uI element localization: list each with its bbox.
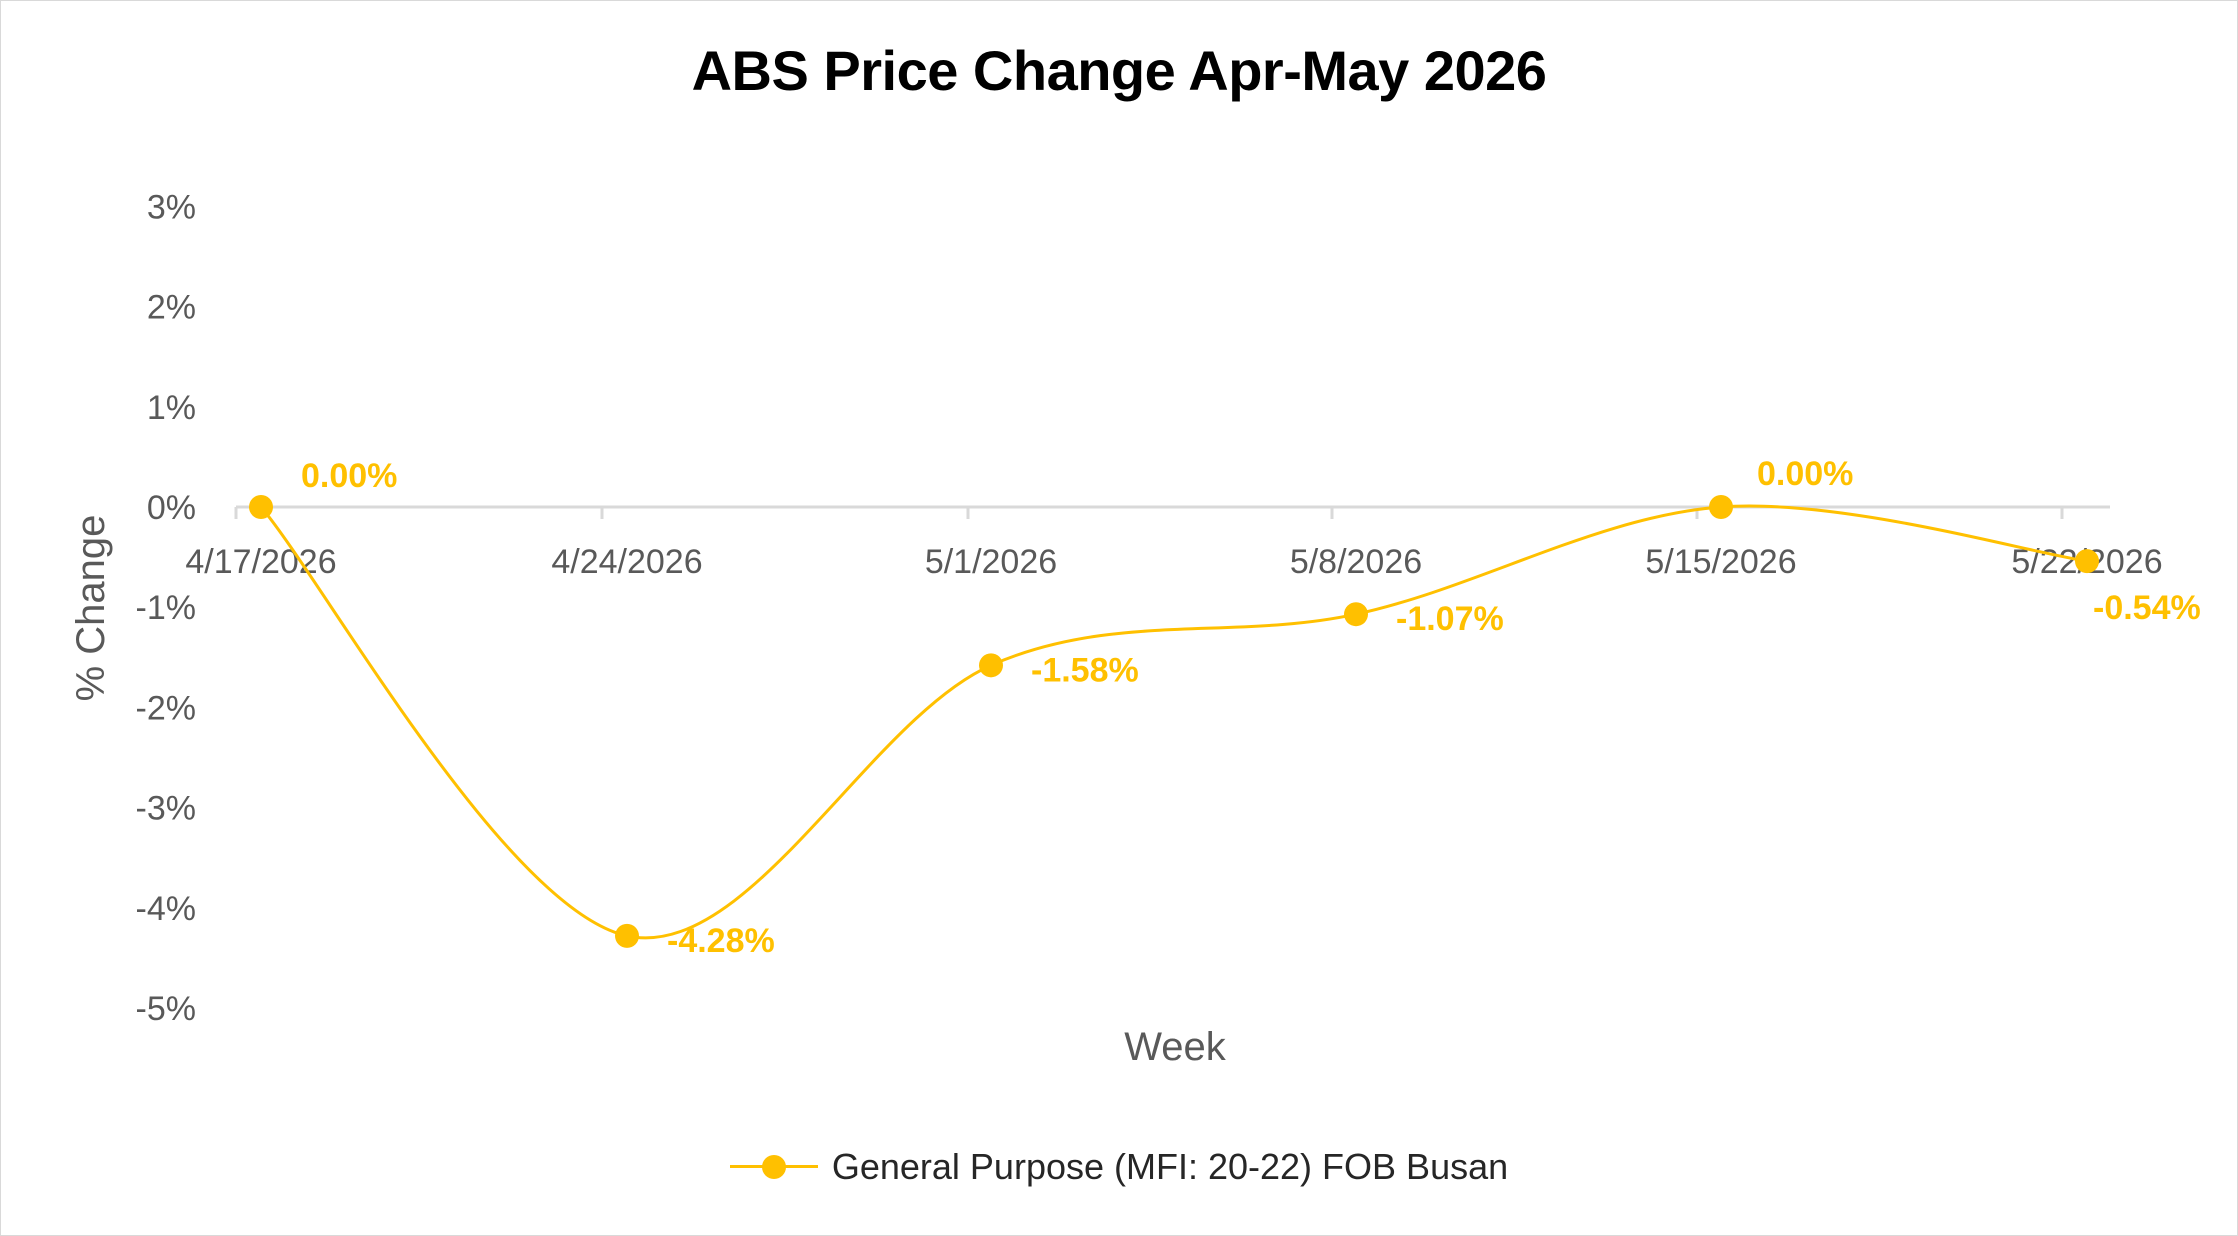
x-axis-title: Week: [1124, 1025, 1227, 1069]
data-label: -1.07%: [1396, 600, 1504, 638]
y-tick-label: 1%: [147, 389, 196, 427]
y-tick-label: -3%: [136, 790, 196, 828]
series-line: [259, 504, 2088, 940]
data-label: -4.28%: [667, 922, 775, 960]
y-tick-label: -4%: [136, 890, 196, 928]
data-label: -0.54%: [2093, 589, 2201, 627]
data-point: [615, 923, 639, 948]
y-tick-label: 0%: [147, 489, 196, 527]
x-tick-label: 5/8/2026: [1290, 543, 1422, 581]
data-point: [1344, 602, 1368, 627]
legend-marker-icon: [729, 1147, 818, 1187]
data-label: -1.58%: [1031, 651, 1139, 689]
y-tick-label: -5%: [136, 990, 196, 1028]
y-tick-label: -1%: [136, 589, 196, 627]
y-axis-title: % Change: [69, 515, 113, 702]
x-tick-label: 4/17/2026: [185, 543, 336, 581]
x-tick-label: 5/1/2026: [925, 543, 1057, 581]
x-axis: 4/17/2026 4/24/2026 5/1/2026 5/8/2026 5/15/2…: [185, 505, 2163, 581]
y-axis-ticks: 3% 2% 1% 0% -1% -2% -3% -4% -5%: [136, 188, 196, 1028]
legend-label: General Purpose (MFI: 20-22) FOB Busan: [831, 1146, 1509, 1187]
data-label: 0.00%: [1757, 455, 1853, 493]
y-tick-label: -2%: [136, 689, 196, 727]
data-label-group: 0.00% -4.28% -1.58% -1.07% 0.00% -0.54%: [301, 455, 2201, 960]
data-point: [979, 653, 1003, 678]
legend-dot: [761, 1155, 786, 1179]
data-label: 0.00%: [301, 457, 397, 495]
y-tick-label: 3%: [147, 188, 196, 226]
data-point: [249, 495, 273, 519]
x-tick-label: 5/15/2026: [1645, 543, 1796, 581]
legend: General Purpose (MFI: 20-22) FOB Busan: [0, 1142, 2238, 1192]
y-tick-label: 2%: [147, 289, 196, 327]
data-point: [1709, 495, 1733, 519]
legend-item[interactable]: General Purpose (MFI: 20-22) FOB Busan: [729, 1146, 1509, 1188]
x-tick-label: 4/24/2026: [551, 543, 702, 581]
data-point: [2075, 549, 2099, 574]
chart-title: ABS Price Change Apr-May 2026: [691, 39, 1547, 102]
series-line-group: [249, 495, 2099, 948]
